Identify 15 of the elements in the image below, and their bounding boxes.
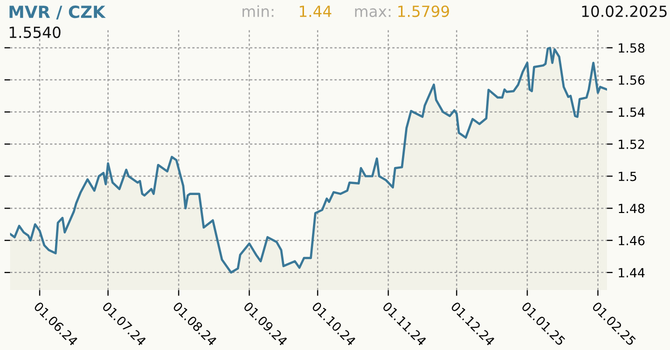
y-tick-label: 1.58 <box>618 43 644 53</box>
text: 1.44 <box>300 6 332 17</box>
annotation: 1.5540 <box>10 26 60 38</box>
y-tick-label: 1.5 <box>618 172 636 182</box>
chart-title: MVR / CZK <box>10 6 106 20</box>
y-tick-label: 1.48 <box>618 204 644 214</box>
y-tick-label: 1.54 <box>618 108 645 117</box>
y-tick-label: 1.52 <box>618 140 644 149</box>
y-tick-label: 1.46 <box>618 236 644 246</box>
text: 10.02.2025 <box>582 6 667 18</box>
y-tick-label: 1.56 <box>618 75 644 85</box>
text: 1.5799 <box>398 6 450 18</box>
text: min: <box>242 5 274 17</box>
text: max: <box>355 8 390 18</box>
y-tick-label: 1.44 <box>618 268 645 278</box>
